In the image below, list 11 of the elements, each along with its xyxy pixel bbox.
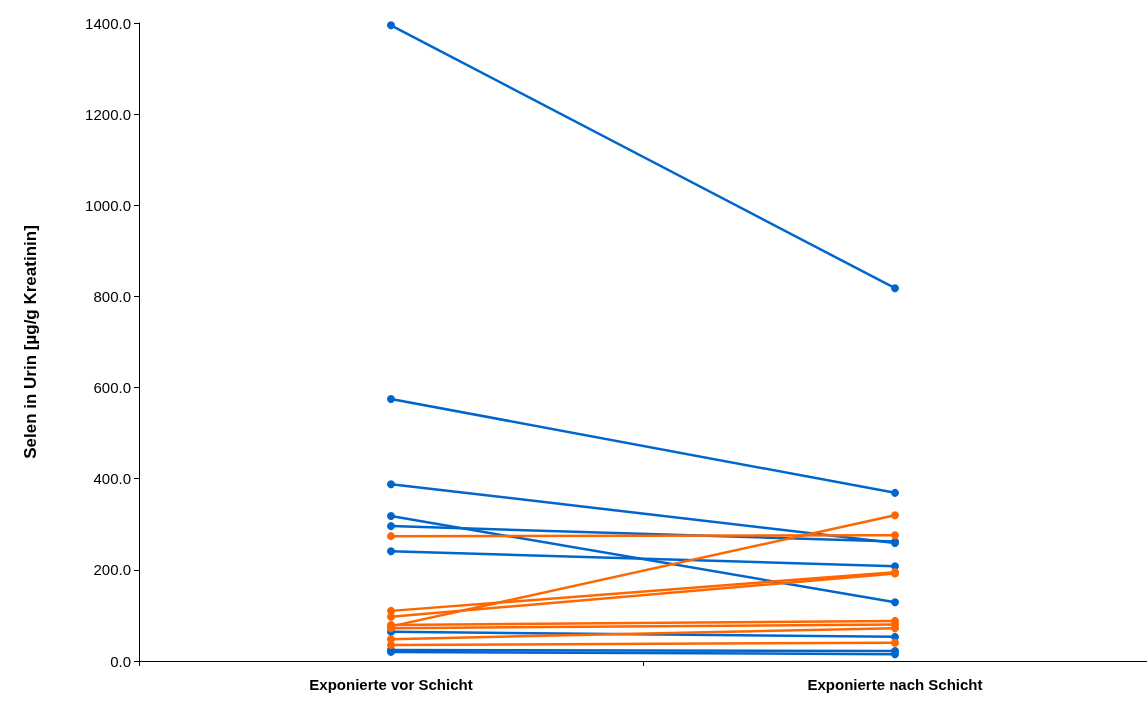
x-tick-label: Exponierte nach Schicht: [807, 676, 983, 693]
y-tick-label: 1200.0: [85, 105, 131, 123]
y-tick-label: 400.0: [93, 470, 131, 488]
y-tick-label: 1000.0: [85, 196, 131, 214]
y-tick-label: 0.0: [110, 652, 131, 670]
y-axis-title: Selen in Urin [µg/g Kreatinin]: [21, 225, 40, 459]
y-tick-label: 200.0: [93, 561, 131, 579]
x-tick-label: Exponierte vor Schicht: [309, 676, 473, 693]
y-tick-label: 1400.0: [85, 14, 131, 32]
y-tick-label: 800.0: [93, 287, 131, 305]
y-tick-label: 600.0: [93, 379, 131, 397]
